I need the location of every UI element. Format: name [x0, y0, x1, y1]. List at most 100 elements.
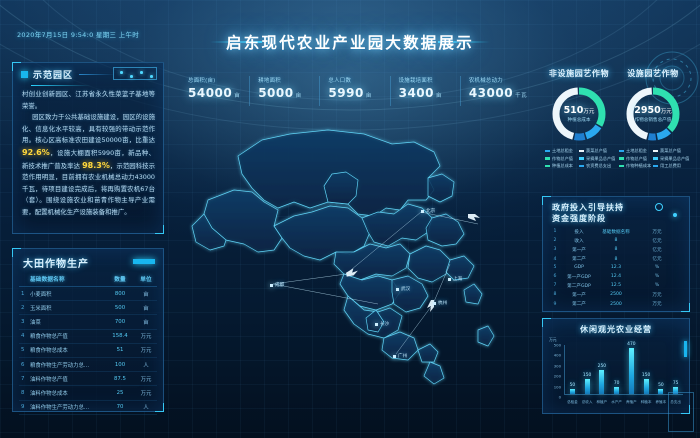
- title-container: 启东现代农业产业园大数据展示: [0, 27, 700, 57]
- map-city-marker[interactable]: 长沙: [375, 321, 389, 327]
- panel-title-gov-investment: 政府投入引导扶持 资金强度阶段: [552, 202, 624, 224]
- donut-value: 2950万元: [634, 105, 672, 116]
- map-city-marker[interactable]: 武汉: [396, 286, 410, 292]
- bar-column[interactable]: 470 养殖产: [626, 342, 637, 404]
- cell-name: 粮食作物总产值: [28, 329, 105, 344]
- cell-unit: 万元: [135, 329, 157, 344]
- city-dot-icon: [421, 209, 424, 213]
- title-underline: [31, 85, 91, 86]
- stat-item: 总面积(亩) 54000 亩: [180, 76, 249, 106]
- map-city-marker[interactable]: 上海: [448, 276, 462, 282]
- cell-unit: 万元: [652, 229, 662, 235]
- legend-swatch-icon: [653, 164, 658, 168]
- legend-item: 作物种植成本: [619, 163, 653, 169]
- bar: [628, 347, 634, 394]
- cell-name: 粮食作物总成本: [28, 343, 105, 358]
- cell-name: 油料作物总成本: [28, 385, 105, 401]
- legend-item: 土地总租金: [619, 148, 653, 154]
- stat-label: 农机械总动力: [468, 78, 503, 84]
- cell-unit: %: [654, 283, 660, 289]
- cell-value: 8: [614, 256, 618, 262]
- cell-value: 87.5: [105, 371, 135, 387]
- stat-value: 5990 亩: [328, 86, 372, 100]
- cell-unit: %: [654, 274, 660, 280]
- cell-unit: %: [654, 265, 660, 271]
- cell-name: 第二产GDP: [567, 283, 591, 289]
- demo-park-description: 村创业创新园区、江苏省永久性菜篮子基地等荣誉。 园区致力于公共基础设施建设，园区…: [22, 89, 155, 219]
- bar-column[interactable]: 150 总收入: [582, 345, 593, 404]
- legend-swatch-icon: [619, 149, 624, 153]
- cell-name: 投入: [574, 229, 584, 235]
- stat-unit: 亩: [295, 93, 302, 99]
- legend-swatch-icon: [545, 164, 550, 168]
- cell-index: 3: [553, 247, 557, 253]
- title-badge: [133, 259, 155, 264]
- square-bullet-icon: [21, 71, 28, 78]
- cell-unit: 万元: [652, 302, 662, 308]
- table-row: 1 小麦面积 800 亩: [19, 286, 157, 302]
- table-row: 4 第二产 8 亿元: [551, 255, 681, 264]
- y-tick-label: 500: [553, 342, 561, 348]
- stat-value: 5000 亩: [258, 86, 302, 100]
- mini-map[interactable]: [668, 392, 694, 432]
- legend-item: 作物总产值: [545, 156, 579, 162]
- map-city-marker[interactable]: 成都: [270, 282, 284, 288]
- cell-name: GDP: [574, 265, 584, 271]
- title-rule-right: [438, 41, 490, 43]
- bar-column[interactable]: 150 种植本: [641, 345, 652, 404]
- donut-chart: 510万元 种植总成本: [550, 85, 608, 143]
- legend-item: 用工总费用: [653, 163, 687, 169]
- cell-value: 800: [105, 286, 135, 302]
- panel-leisure-agriculture: 休闲观光农业经营 万元 0 100 200 300 400 500 50 总租金 150 总收入…: [542, 318, 690, 414]
- donut-card: 设施园艺作物 2950万元 作物总销售总产值 土地总租金 蔬菜总产值 作物总产值 采摘果品总…: [616, 64, 690, 190]
- table-row: 7 第二产GDP 12.5%: [551, 281, 681, 290]
- table-row: 1 投入 基础数据名称 万元: [551, 227, 681, 236]
- bar-column[interactable]: 250 种植产: [596, 345, 607, 405]
- y-tick-label: 0: [558, 394, 561, 400]
- legend-swatch-icon: [579, 164, 584, 168]
- cell-index: 9: [19, 400, 28, 415]
- bar-column[interactable]: 50 养殖本: [655, 345, 666, 404]
- donut-title: 设施园艺作物: [627, 69, 679, 78]
- china-map[interactable]: 北京成都 上海武汉杭州长沙广州: [178, 104, 538, 404]
- cell-unit: 人: [135, 357, 157, 373]
- bar: [569, 389, 575, 394]
- table-row: 2 收入 8 亿元: [551, 236, 681, 245]
- cell-index: 8: [19, 385, 28, 401]
- map-city-marker[interactable]: 北京: [421, 208, 435, 214]
- cell-value: 700: [105, 314, 135, 330]
- legend-swatch-icon: [579, 157, 584, 160]
- y-tick-label: 400: [553, 352, 561, 358]
- cell-index: 1: [553, 229, 557, 235]
- panel-demo-park: 示范园区 村创业创新园区、江苏省永久性菜篮子基地等荣誉。 园区致力于公共基础设施…: [12, 62, 164, 234]
- cell-name: 第二产: [572, 302, 586, 308]
- cell-value: 2500: [610, 301, 622, 307]
- bar-column[interactable]: 50 总租金: [567, 345, 578, 404]
- bar-value: 50: [658, 383, 664, 389]
- title-rule-left: [210, 41, 262, 43]
- city-label: 长沙: [380, 322, 390, 327]
- map-city-marker[interactable]: 杭州: [433, 300, 447, 306]
- cell-index: 2: [553, 238, 557, 244]
- highlight-2: 98.3%: [82, 160, 110, 170]
- legend-item: 蔬菜总产值: [653, 148, 687, 154]
- cell-value: 70: [105, 400, 135, 415]
- stat-unit: 亩: [234, 93, 241, 99]
- donut-caption: 种植总成本: [567, 118, 591, 123]
- map-city-marker[interactable]: 广州: [393, 353, 407, 359]
- cell-index: 4: [553, 256, 557, 262]
- cell-value: 12.4: [610, 274, 622, 280]
- bar-column[interactable]: 75 总支出: [670, 345, 681, 404]
- bar-column[interactable]: 70 水产产: [611, 345, 622, 404]
- cell-value: 2500: [610, 292, 622, 298]
- bar: [643, 379, 649, 394]
- cell-index: 1: [19, 286, 28, 302]
- scroll-indicator[interactable]: [684, 341, 687, 357]
- bar-value: 250: [597, 363, 607, 369]
- gov-title-line1: 政府投入引导扶持: [552, 203, 624, 212]
- legend-swatch-icon: [545, 157, 550, 160]
- gov-title-line2: 资金强度阶段: [552, 214, 606, 223]
- legend-swatch-icon: [619, 157, 624, 160]
- donut-legend: 土地总租金 蔬菜总产值 作物总产值 采摘果品总产值 种植总成本 农资费总支出: [545, 148, 615, 171]
- bar: [584, 379, 590, 394]
